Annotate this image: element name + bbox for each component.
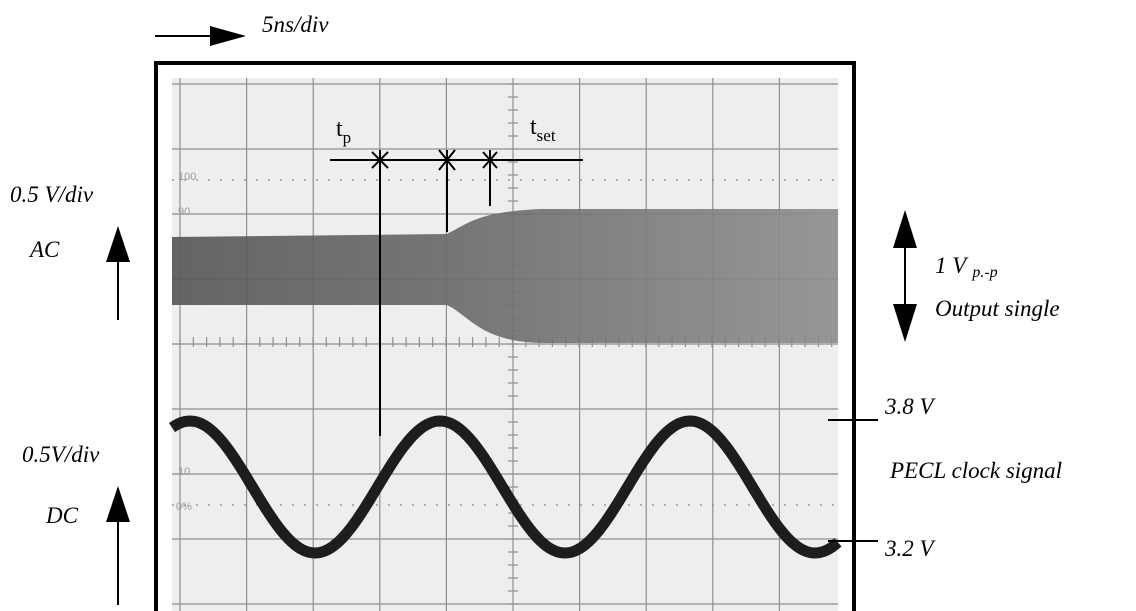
output-trace <box>172 209 838 343</box>
high-level: 3.8 V <box>884 394 937 419</box>
frame <box>154 61 856 611</box>
up-arrow <box>106 226 130 320</box>
up-arrow <box>106 486 130 605</box>
time-base: 5ns/div <box>262 12 329 37</box>
tset-label: tset <box>530 114 556 145</box>
tp-label: tp <box>336 116 351 147</box>
lower-label: PECL clock signal <box>889 458 1062 483</box>
upper-coupling: AC <box>28 237 60 262</box>
lower-coupling: DC <box>45 503 79 528</box>
timing-markers <box>330 149 583 436</box>
screen-mark: 90 <box>178 206 190 218</box>
clock-trace <box>168 415 842 559</box>
amplitude-arrow <box>893 210 917 342</box>
screen-mark: 0% <box>176 501 192 513</box>
screen-mark: 100 <box>178 171 196 183</box>
lower-scale: 0.5V/div <box>22 442 100 467</box>
low-level: 3.2 V <box>884 536 937 561</box>
upper-scale: 0.5 V/div <box>10 182 94 207</box>
time-arrow <box>155 26 246 46</box>
screen-mark: 10 <box>178 466 190 478</box>
upper-label: Output single <box>935 296 1060 321</box>
